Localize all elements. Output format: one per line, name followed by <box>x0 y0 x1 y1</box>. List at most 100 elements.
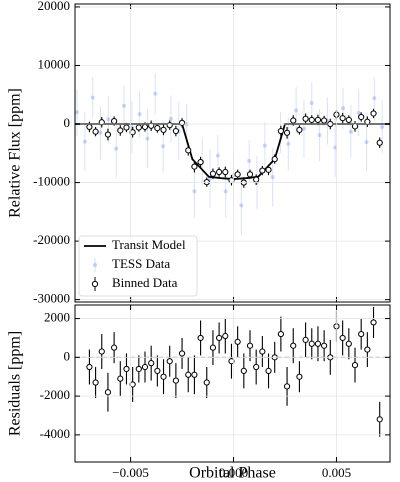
binned-point <box>376 416 383 423</box>
y-tick-label: 20000 <box>38 0 71 13</box>
binned-point <box>376 139 383 146</box>
binned-point <box>104 131 112 138</box>
binned-point <box>253 363 260 371</box>
binned-point <box>203 379 210 386</box>
binned-point <box>191 163 198 170</box>
binned-point <box>92 128 99 135</box>
data-point <box>364 140 369 145</box>
binned-point <box>234 171 241 178</box>
binned-point <box>117 375 124 382</box>
binned-point <box>86 363 93 371</box>
binned-point <box>302 115 309 122</box>
binned-point <box>123 124 130 131</box>
data-point <box>356 110 361 115</box>
data-point <box>168 116 173 121</box>
binned-point <box>321 117 328 124</box>
binned-point <box>216 334 223 342</box>
binned-point <box>98 119 105 126</box>
legend-label: Transit Model <box>112 237 186 252</box>
y-tick-label: 10000 <box>38 56 71 71</box>
binned-point <box>296 126 303 133</box>
data-point <box>98 130 103 135</box>
y-tick-label: -10000 <box>33 174 70 189</box>
binned-point <box>172 377 179 384</box>
binned-point <box>339 115 346 122</box>
legend-box <box>78 235 198 297</box>
binned-point <box>216 168 223 176</box>
binned-point <box>370 110 377 117</box>
legend-swatch <box>91 280 99 288</box>
x-tick-label: −0.005 <box>112 465 149 480</box>
binned-point <box>197 158 204 166</box>
y-tick-label: 0 <box>64 348 71 363</box>
binned-point <box>141 363 149 371</box>
data-point <box>215 153 220 158</box>
binned-point <box>364 346 371 353</box>
data-point <box>270 175 275 180</box>
data-point <box>317 133 322 138</box>
binned-point <box>345 340 352 347</box>
binned-point <box>104 389 112 396</box>
data-point <box>239 203 244 208</box>
binned-point <box>111 117 118 125</box>
data-point <box>247 158 252 163</box>
binned-point <box>185 147 192 154</box>
binned-point <box>308 340 315 347</box>
y-axis-label: Relative Flux [ppm] <box>7 88 24 218</box>
data-point <box>309 100 314 105</box>
binned-point <box>123 365 130 373</box>
binned-point <box>166 358 173 365</box>
data-point <box>262 143 267 148</box>
binned-point <box>141 123 149 131</box>
binned-point <box>351 361 359 369</box>
data-point <box>145 136 150 141</box>
binned-point <box>314 116 322 124</box>
binned-point <box>265 166 272 173</box>
x-tick-label: 0.000 <box>219 465 248 480</box>
binned-point <box>290 342 297 349</box>
data-point <box>223 189 228 194</box>
binned-point <box>172 127 179 135</box>
data-point <box>286 141 291 146</box>
binned-point <box>370 319 377 326</box>
binned-point <box>240 367 247 375</box>
plot-area <box>75 73 390 235</box>
data-point <box>153 91 158 96</box>
binned-point <box>160 126 167 133</box>
data-point <box>372 96 377 101</box>
data-point <box>192 189 197 194</box>
binned-point <box>259 167 266 174</box>
binned-point <box>364 118 371 125</box>
legend-swatch <box>93 263 97 267</box>
binned-point <box>246 171 254 178</box>
binned-point <box>265 367 272 375</box>
binned-point <box>296 373 303 380</box>
binned-point <box>358 113 365 121</box>
frame <box>74 304 391 463</box>
data-point <box>82 139 87 144</box>
data-point <box>301 126 306 131</box>
binned-point <box>160 373 167 380</box>
binned-point <box>92 379 99 386</box>
binned-point <box>154 125 161 132</box>
binned-point <box>117 127 124 134</box>
y-axis-label: Residuals [ppm] <box>7 331 24 436</box>
binned-point <box>209 344 217 351</box>
data-point <box>75 110 80 115</box>
binned-point <box>277 127 284 135</box>
binned-point <box>203 179 210 186</box>
binned-point <box>351 123 359 130</box>
binned-point <box>178 350 186 357</box>
data-point <box>137 112 142 117</box>
binned-point <box>277 330 284 338</box>
data-point <box>348 129 353 134</box>
binned-point <box>135 365 142 373</box>
binned-point <box>283 129 291 136</box>
y-tick-label: -2000 <box>40 387 70 402</box>
y-tick-label: -4000 <box>40 426 70 441</box>
binned-point <box>259 348 266 355</box>
binned-point <box>222 168 229 176</box>
data-point <box>161 144 166 149</box>
binned-point <box>129 129 136 136</box>
